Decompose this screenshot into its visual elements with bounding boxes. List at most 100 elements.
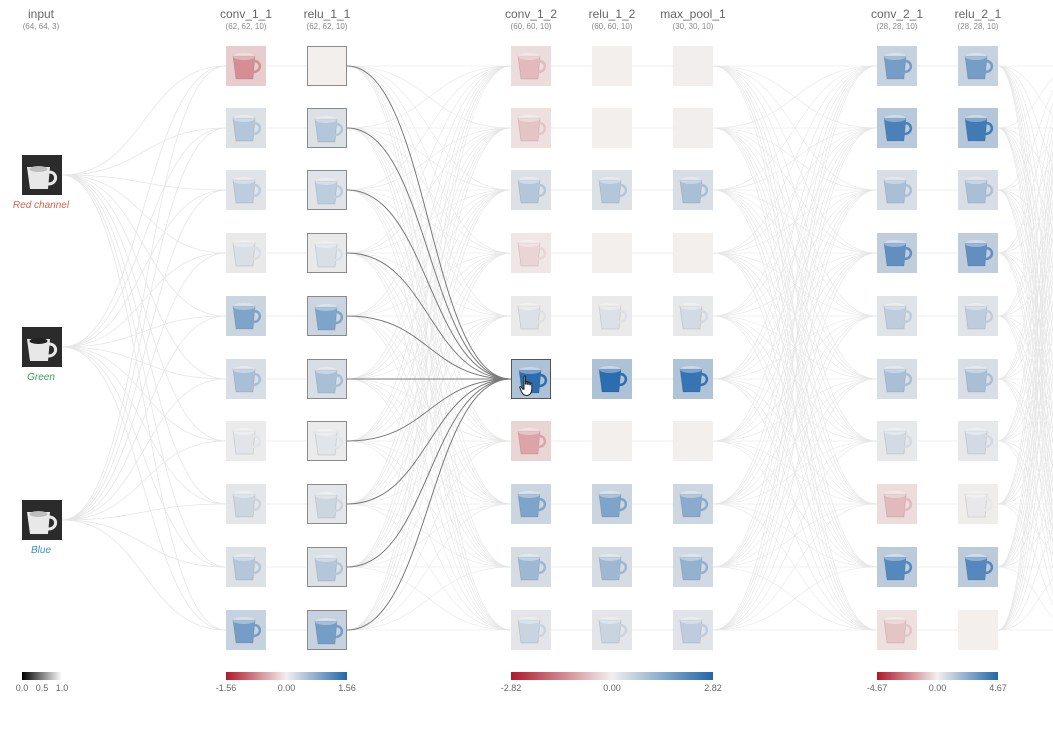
feature-map-conv-1-1-4[interactable]	[226, 296, 266, 336]
feature-map-conv-2-1-4[interactable]	[877, 296, 917, 336]
feature-map-max-pool-1-2[interactable]	[673, 170, 713, 210]
feature-map-relu-1-2-0[interactable]	[592, 46, 632, 86]
input-channel-label: Green	[27, 372, 55, 383]
feature-map-conv-1-1-8[interactable]	[226, 547, 266, 587]
feature-map-conv-1-2-1[interactable]	[511, 108, 551, 148]
edge	[712, 65, 878, 631]
feature-map-relu-1-1-3[interactable]	[307, 233, 347, 273]
feature-map-relu-1-1-4[interactable]	[307, 296, 347, 336]
layer-name: input	[27, 7, 55, 21]
feature-map-max-pool-1-4[interactable]	[673, 296, 713, 336]
feature-map-max-pool-1-3[interactable]	[673, 233, 713, 273]
feature-map-conv-1-2-0[interactable]	[511, 46, 551, 86]
feature-map-conv-1-1-9[interactable]	[226, 610, 266, 650]
feature-map-conv-1-2-8[interactable]	[511, 547, 551, 587]
feature-map-conv-1-2-9[interactable]	[511, 610, 551, 650]
edge	[61, 65, 227, 521]
edge	[61, 174, 227, 317]
feature-map-max-pool-1-7[interactable]	[673, 484, 713, 524]
colorbar-tick-min: -4.67	[866, 683, 888, 693]
layer-header-max-pool-1: max_pool_1 (30, 30, 10)	[648, 7, 738, 32]
input-image-blue[interactable]	[22, 500, 62, 540]
edge	[997, 566, 1053, 618]
feature-map-max-pool-1-0[interactable]	[673, 46, 713, 86]
feature-map-conv-2-1-9[interactable]	[877, 610, 917, 650]
feature-map-conv-1-2-7[interactable]	[511, 484, 551, 524]
feature-map-relu-1-1-2[interactable]	[307, 170, 347, 210]
layer-header-relu-1-1: relu_1_1 (62, 62, 10)	[282, 7, 372, 32]
feature-map-relu-1-2-8[interactable]	[592, 547, 632, 587]
edge	[712, 440, 878, 631]
feature-map-conv-2-1-7[interactable]	[877, 484, 917, 524]
feature-map-conv-1-2-2[interactable]	[511, 170, 551, 210]
feature-map-conv-1-2-6[interactable]	[511, 421, 551, 461]
feature-map-conv-2-1-2[interactable]	[877, 170, 917, 210]
edge	[61, 65, 227, 176]
edge	[997, 528, 1053, 631]
feature-map-relu-1-1-9[interactable]	[307, 610, 347, 650]
edge	[997, 477, 1053, 631]
edge	[61, 174, 227, 568]
edge	[61, 519, 227, 631]
edge	[61, 346, 227, 505]
feature-map-relu-2-1-2[interactable]	[958, 170, 998, 210]
feature-map-relu-1-1-8[interactable]	[307, 547, 347, 587]
feature-map-relu-2-1-4[interactable]	[958, 296, 998, 336]
feature-map-relu-1-1-6[interactable]	[307, 421, 347, 461]
feature-map-conv-2-1-8[interactable]	[877, 547, 917, 587]
feature-map-relu-2-1-5[interactable]	[958, 359, 998, 399]
feature-map-relu-2-1-8[interactable]	[958, 547, 998, 587]
feature-map-relu-1-1-5[interactable]	[307, 359, 347, 399]
input-image-red[interactable]	[22, 155, 62, 195]
feature-map-relu-2-1-3[interactable]	[958, 233, 998, 273]
feature-map-relu-1-2-1[interactable]	[592, 108, 632, 148]
feature-map-max-pool-1-9[interactable]	[673, 610, 713, 650]
layer-dims: (64, 64, 3)	[22, 22, 60, 31]
colorbar	[22, 672, 62, 680]
feature-map-relu-1-1-0[interactable]	[307, 46, 347, 86]
feature-map-conv-2-1-5[interactable]	[877, 359, 917, 399]
feature-map-conv-2-1-3[interactable]	[877, 233, 917, 273]
feature-map-relu-1-1-7[interactable]	[307, 484, 347, 524]
feature-map-conv-1-2-3[interactable]	[511, 233, 551, 273]
edge	[712, 503, 878, 631]
feature-map-relu-1-2-7[interactable]	[592, 484, 632, 524]
feature-map-conv-1-1-6[interactable]	[226, 421, 266, 461]
feature-map-max-pool-1-5[interactable]	[673, 359, 713, 399]
highlighted-edge	[346, 378, 512, 631]
feature-map-conv-1-1-5[interactable]	[226, 359, 266, 399]
feature-map-relu-2-1-1[interactable]	[958, 108, 998, 148]
edge	[997, 90, 1053, 191]
edge	[61, 378, 227, 521]
edge	[346, 503, 512, 631]
feature-map-relu-1-2-3[interactable]	[592, 233, 632, 273]
feature-map-relu-2-1-7[interactable]	[958, 484, 998, 524]
feature-map-conv-2-1-1[interactable]	[877, 108, 917, 148]
input-image-green[interactable]	[22, 327, 62, 367]
layer-name: conv_1_2	[504, 7, 558, 21]
feature-map-max-pool-1-1[interactable]	[673, 108, 713, 148]
feature-map-conv-1-1-1[interactable]	[226, 108, 266, 148]
feature-map-relu-2-1-9[interactable]	[958, 610, 998, 650]
feature-map-conv-1-1-7[interactable]	[226, 484, 266, 524]
feature-map-relu-1-2-5[interactable]	[592, 359, 632, 399]
feature-map-max-pool-1-8[interactable]	[673, 547, 713, 587]
feature-map-relu-2-1-6[interactable]	[958, 421, 998, 461]
edge	[997, 175, 1053, 631]
feature-map-conv-2-1-0[interactable]	[877, 46, 917, 86]
feature-map-relu-2-1-0[interactable]	[958, 46, 998, 86]
feature-map-conv-1-1-2[interactable]	[226, 170, 266, 210]
feature-map-relu-1-2-2[interactable]	[592, 170, 632, 210]
feature-map-conv-1-2-4[interactable]	[511, 296, 551, 336]
feature-map-relu-1-1-1[interactable]	[307, 108, 347, 148]
feature-map-relu-1-2-6[interactable]	[592, 421, 632, 461]
layer-name: relu_2_1	[954, 7, 1002, 21]
feature-map-relu-1-2-4[interactable]	[592, 296, 632, 336]
feature-map-conv-2-1-6[interactable]	[877, 421, 917, 461]
feature-map-max-pool-1-6[interactable]	[673, 421, 713, 461]
feature-map-conv-1-1-3[interactable]	[226, 233, 266, 273]
feature-map-conv-1-1-0[interactable]	[226, 46, 266, 86]
edge	[997, 325, 1053, 631]
feature-map-relu-1-2-9[interactable]	[592, 610, 632, 650]
edge	[997, 252, 1053, 507]
